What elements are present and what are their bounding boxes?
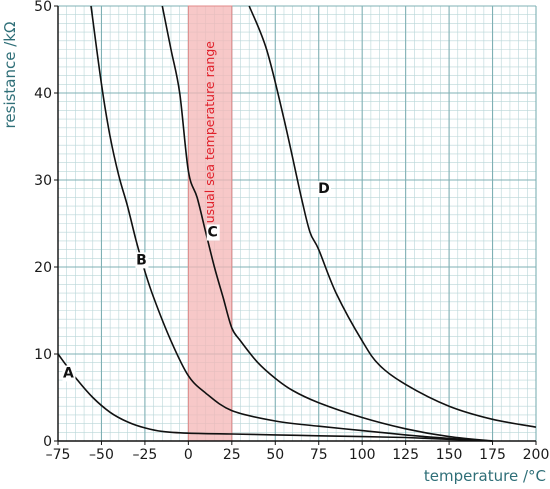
x-tick-label: –50: [89, 447, 114, 463]
axes: [57, 6, 536, 442]
curve-label-bg-C: [206, 224, 220, 241]
y-tick-label: 50: [34, 0, 52, 15]
y-tick-label: 20: [34, 260, 52, 276]
x-tick-label: 75: [310, 447, 328, 463]
y-axis-title: resistance /kΩ: [1, 22, 19, 129]
x-tick-label: –75: [46, 447, 71, 463]
curve-label-D: D: [318, 181, 330, 197]
curve-D: [248, 5, 537, 428]
curve-A: [57, 353, 493, 442]
x-tick-label: 25: [223, 447, 241, 463]
curve-label-bg-A: [62, 365, 76, 382]
tick-labels: –75 –50 –25 0 25 50 75 100 125 150 175 200 0 10 20 30 40…: [34, 0, 549, 463]
curve-label-bg-D: [317, 181, 331, 198]
x-tick-label: 175: [479, 447, 506, 463]
x-tick-label: 125: [392, 447, 419, 463]
curves: [57, 5, 537, 442]
y-tick-label: 10: [34, 347, 52, 363]
curve-label-A: A: [63, 365, 74, 381]
y-tick-label: 40: [34, 86, 52, 102]
x-tick-label: 0: [184, 447, 193, 463]
x-tick-label: 100: [349, 447, 376, 463]
x-tick-label: 50: [266, 447, 284, 463]
curve-label-B: B: [136, 252, 147, 268]
band-rect: [187, 5, 233, 442]
curve-labels: A B C D: [62, 181, 331, 382]
y-tick-label: 30: [34, 173, 52, 189]
y-tick-label: 0: [43, 434, 52, 450]
curve-label-bg-B: [135, 252, 149, 269]
x-tick-label: 150: [436, 447, 463, 463]
x-tick-label: 200: [523, 447, 550, 463]
x-tick-label: –25: [132, 447, 157, 463]
x-axis-title: temperature /°C: [424, 467, 546, 485]
curve-B: [90, 5, 493, 442]
minor-grid: [58, 6, 536, 441]
band-label: usual sea temperature range: [202, 41, 217, 223]
curve-C: [161, 5, 493, 442]
band-layer: usual sea temperature range: [187, 5, 233, 442]
curve-label-C: C: [208, 225, 218, 241]
